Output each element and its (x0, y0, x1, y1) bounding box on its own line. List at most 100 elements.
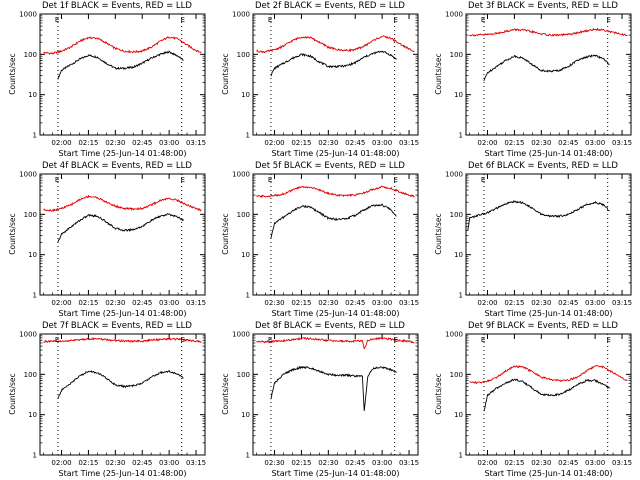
x-tick-label: 02:15 (78, 139, 98, 147)
y-tick-label: 1000 (445, 11, 463, 19)
event-marker: E (268, 16, 272, 24)
x-tick-label: 03:00 (159, 459, 179, 467)
x-axis-label: Start Time (25-Jun-14 01:48:00) (484, 309, 613, 318)
x-tick-label: 02:30 (264, 299, 284, 307)
y-axis-label: Counts/sec (434, 213, 443, 255)
chart-title: Det 3f BLACK = Events, RED = LLD (468, 1, 618, 11)
x-tick-label: 02:45 (345, 299, 365, 307)
chart-title: Det 4f BLACK = Events, RED = LLD (42, 161, 192, 171)
x-tick-label: 02:45 (132, 459, 152, 467)
chart-panel-1: 1 10 100 1000 02:00 02:15 02:30 02:45 03:00 03:15… (0, 0, 213, 160)
y-tick-label: 100 (237, 51, 250, 59)
x-tick-label: 03:00 (159, 139, 179, 147)
chart-svg: 1 10 100 1000 02:00 02:15 02:30 02:45 03:00 03:15… (19, 331, 206, 468)
x-tick-label: 03:00 (585, 459, 605, 467)
x-tick-label: 02:30 (264, 459, 284, 467)
x-tick-label: 02:30 (318, 139, 338, 147)
plot-frame (465, 173, 632, 296)
x-tick-label: 02:45 (558, 459, 578, 467)
y-tick-label: 10 (241, 411, 250, 419)
series-line-events (483, 378, 610, 412)
y-tick-label: 10 (454, 91, 463, 99)
y-tick-label: 1 (459, 132, 463, 140)
x-tick-label: 02:15 (78, 459, 98, 467)
y-tick-label: 1000 (19, 11, 37, 19)
event-marker: E (606, 16, 610, 24)
series-line-events (483, 54, 610, 82)
chart-title: Det 1f BLACK = Events, RED = LLD (42, 1, 192, 11)
series-line-lld (43, 35, 202, 55)
x-tick-label: 02:15 (291, 299, 311, 307)
x-tick-label: 02:30 (105, 299, 125, 307)
chart-title: Det 9f BLACK = Events, RED = LLD (468, 321, 618, 331)
x-tick-label: 03:15 (186, 299, 206, 307)
x-tick-label: 02:00 (51, 459, 71, 467)
x-tick-label: 03:15 (399, 139, 419, 147)
series-line-events (467, 200, 610, 231)
y-tick-label: 1000 (232, 331, 250, 339)
chart-title: Det 5f BLACK = Events, RED = LLD (255, 161, 405, 171)
x-tick-label: 02:30 (105, 459, 125, 467)
y-tick-label: 100 (24, 51, 37, 59)
x-tick-label: 02:45 (132, 299, 152, 307)
chart-svg: 1 10 100 1000 02:00 02:15 02:30 02:45 03:00 03:15… (445, 331, 632, 468)
y-tick-label: 1 (33, 292, 37, 300)
y-axis-label: Counts/sec (221, 373, 230, 415)
x-tick-label: 02:15 (78, 299, 98, 307)
event-marker: E (180, 336, 184, 344)
x-tick-label: 03:00 (585, 139, 605, 147)
y-tick-label: 100 (450, 371, 463, 379)
chart-svg: 1 10 100 1000 02:00 02:15 02:30 02:45 03:00 03:15… (19, 11, 206, 148)
y-tick-label: 1000 (19, 331, 37, 339)
series-line-events (57, 50, 184, 80)
y-tick-label: 100 (450, 51, 463, 59)
x-tick-label: 02:15 (291, 459, 311, 467)
y-tick-label: 100 (450, 211, 463, 219)
x-axis-label: Start Time (25-Jun-14 01:48:00) (58, 469, 187, 478)
x-tick-label: 02:45 (558, 139, 578, 147)
x-tick-label: 03:15 (612, 139, 632, 147)
x-tick-label: 02:00 (477, 459, 497, 467)
y-tick-label: 100 (24, 211, 37, 219)
x-axis-label: Start Time (25-Jun-14 01:48:00) (58, 149, 187, 158)
event-marker: E (55, 16, 59, 24)
y-axis-label: Counts/sec (221, 53, 230, 95)
y-axis-label: Counts/sec (434, 373, 443, 415)
y-tick-label: 10 (28, 411, 37, 419)
chart-svg: 1 10 100 1000 02:30 02:15 02:30 02:45 03:00 03:15… (232, 331, 419, 468)
y-tick-label: 1 (246, 452, 250, 460)
series-line-events (57, 213, 184, 243)
y-tick-label: 10 (28, 251, 37, 259)
x-tick-label: 03:00 (372, 139, 392, 147)
x-tick-label: 02:00 (477, 139, 497, 147)
y-tick-label: 10 (241, 91, 250, 99)
plot-frame (39, 333, 206, 456)
x-tick-label: 02:45 (558, 299, 578, 307)
series-line-events (270, 203, 397, 239)
plot-frame (465, 13, 632, 136)
x-tick-label: 03:15 (399, 459, 419, 467)
y-tick-label: 1 (33, 452, 37, 460)
x-tick-label: 02:15 (291, 139, 311, 147)
event-marker: E (481, 16, 485, 24)
plot-frame (252, 13, 419, 136)
y-tick-label: 1000 (445, 331, 463, 339)
y-axis-label: Counts/sec (8, 53, 17, 95)
chart-panel-5: 1 10 100 1000 02:30 02:15 02:30 02:45 03:00 03:15… (213, 160, 426, 320)
series-line-lld (256, 35, 415, 54)
chart-svg: 1 10 100 1000 02:00 02:15 02:30 02:45 03:00 03:15… (232, 11, 419, 148)
event-marker: E (393, 336, 397, 344)
y-tick-label: 1 (459, 452, 463, 460)
chart-panel-6: 1 10 100 1000 02:00 02:15 02:30 02:45 03:00 03:15… (426, 160, 639, 320)
x-axis-label: Start Time (25-Jun-14 01:48:00) (484, 469, 613, 478)
chart-panel-3: 1 10 100 1000 02:00 02:15 02:30 02:45 03:00 03:15… (426, 0, 639, 160)
x-tick-label: 02:00 (51, 299, 71, 307)
chart-panel-7: 1 10 100 1000 02:00 02:15 02:30 02:45 03:00 03:15… (0, 320, 213, 480)
series-line-lld (256, 185, 415, 199)
x-tick-label: 03:15 (186, 139, 206, 147)
event-marker: E (180, 16, 184, 24)
y-tick-label: 1 (459, 292, 463, 300)
chart-svg: 1 10 100 1000 02:00 02:15 02:30 02:45 03:00 03:15… (445, 11, 632, 148)
x-tick-label: 03:15 (612, 459, 632, 467)
